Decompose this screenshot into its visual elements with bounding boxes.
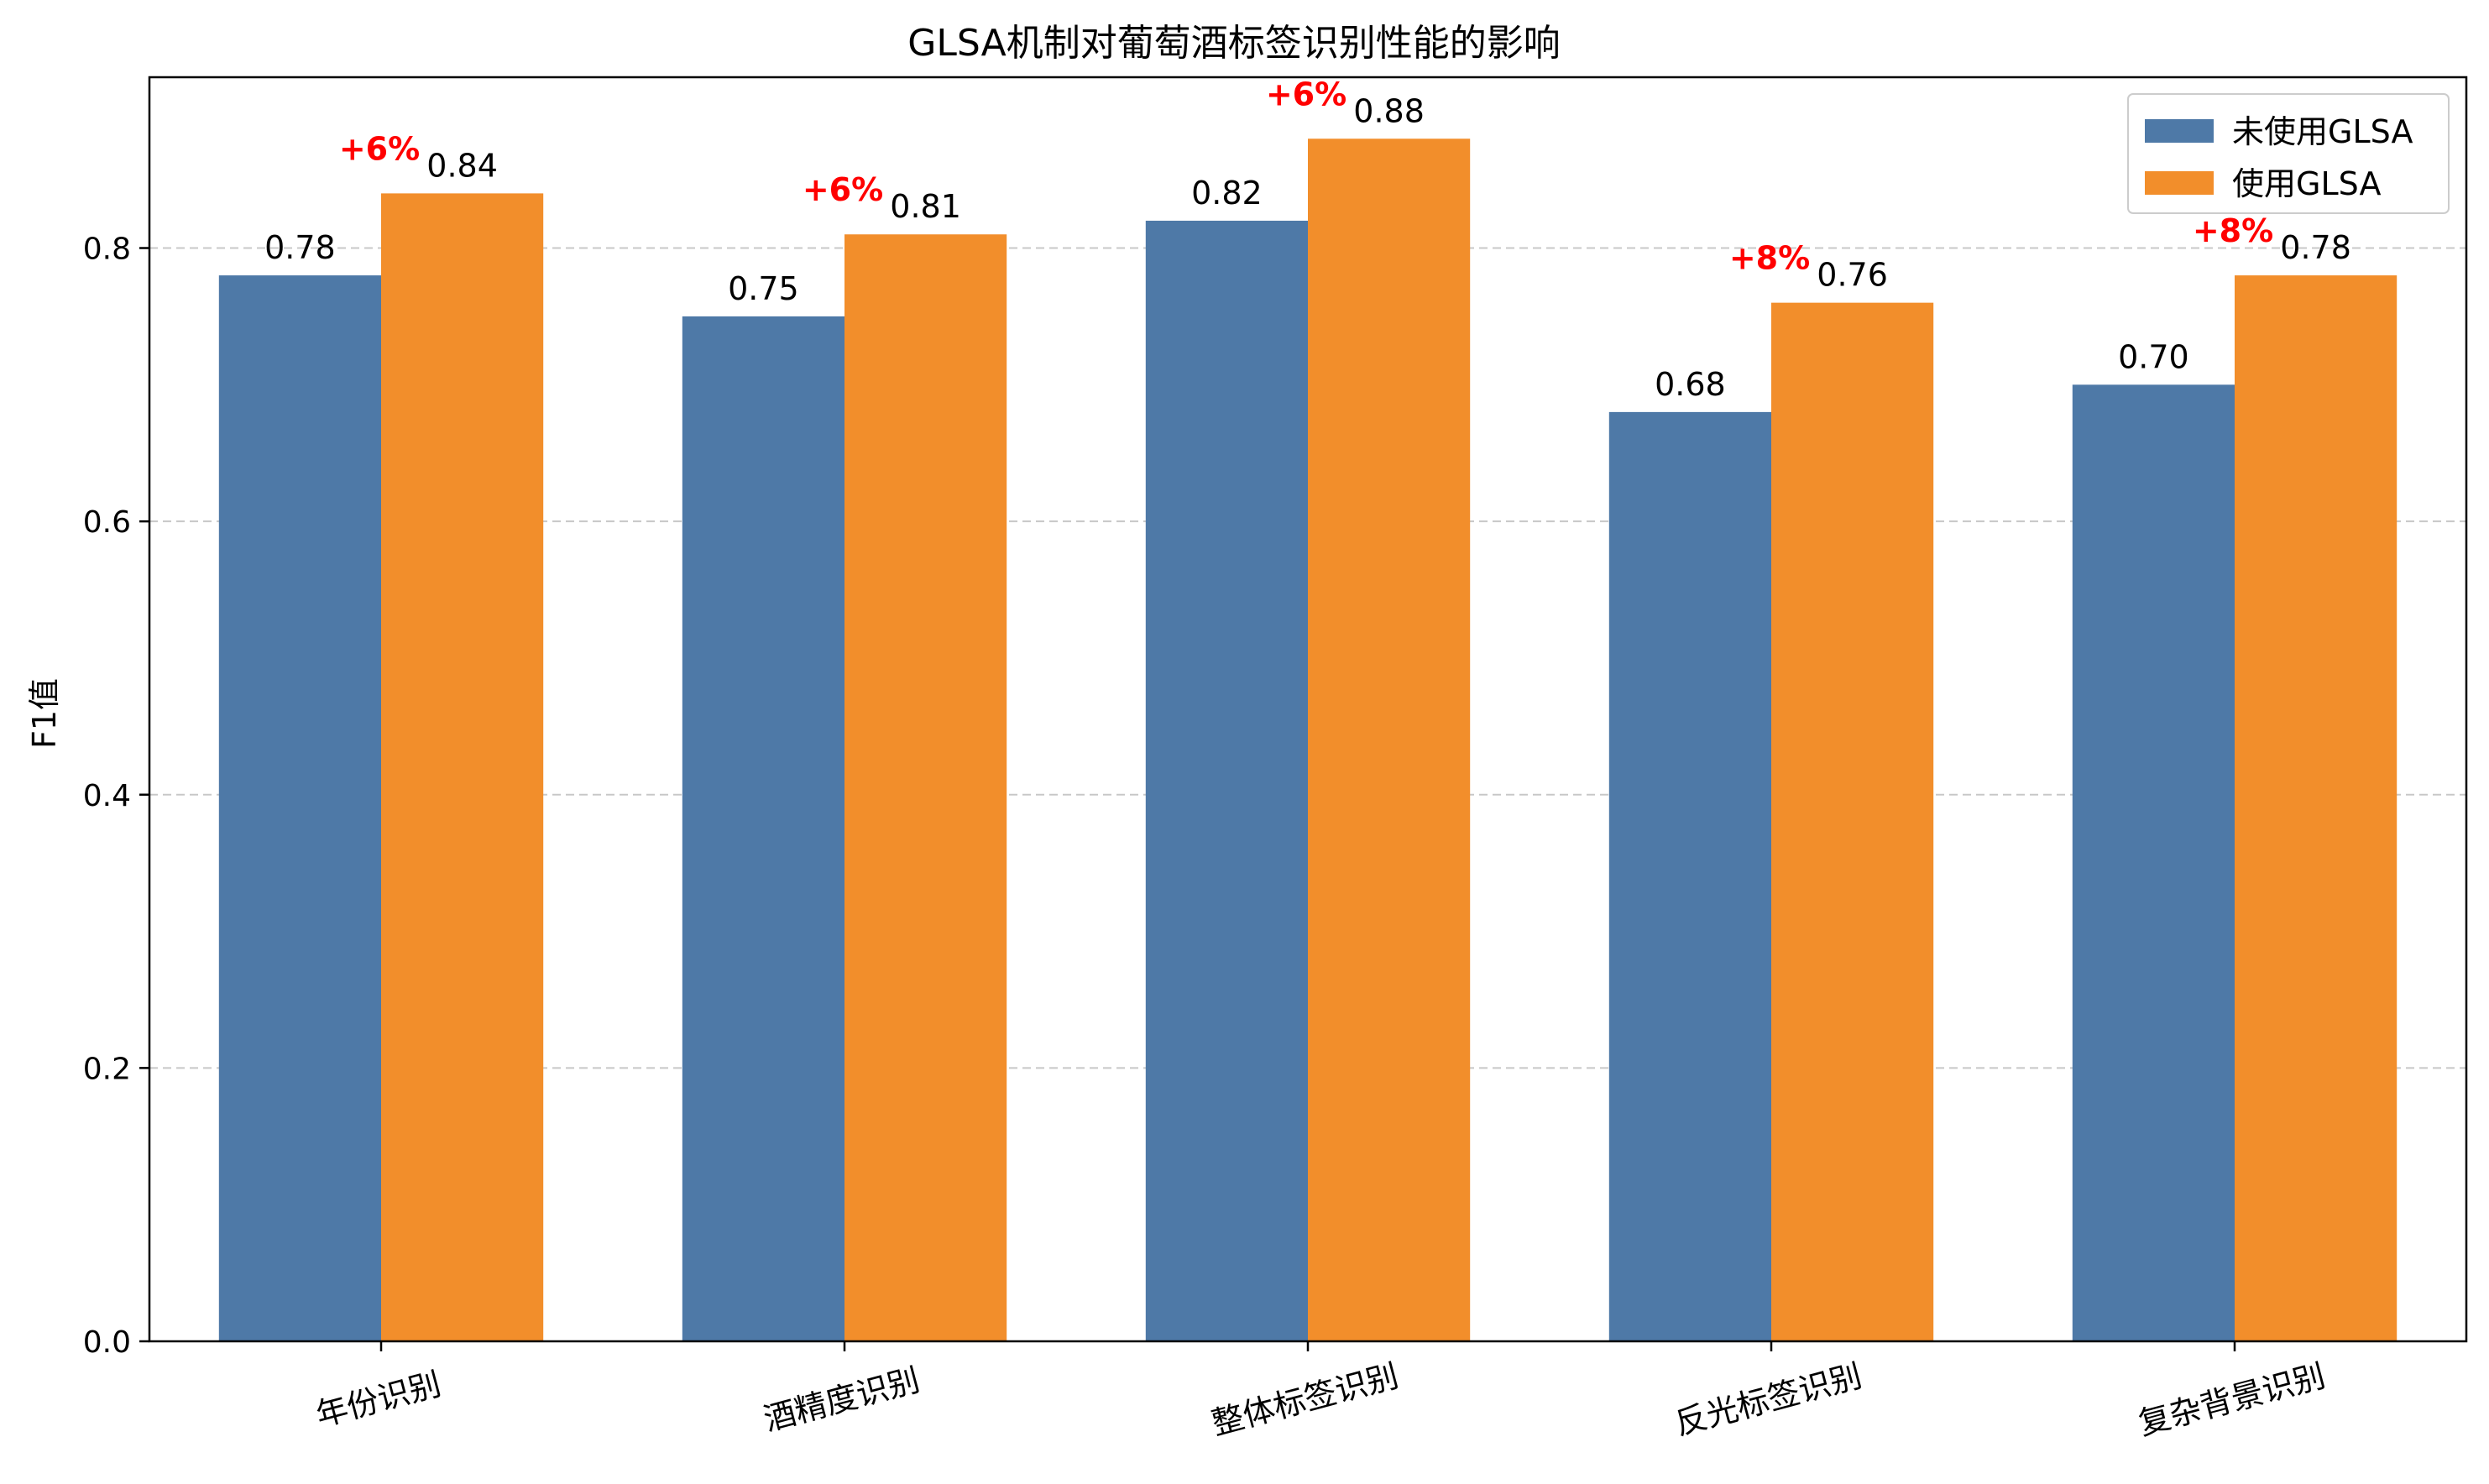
bar-with-glsa (844, 234, 1007, 1341)
y-tick-label: 0.4 (83, 779, 131, 813)
y-tick-label: 0.0 (83, 1325, 131, 1360)
value-label: 0.78 (2280, 229, 2351, 266)
value-label: 0.75 (728, 270, 799, 307)
legend-label: 使用GLSA (2232, 165, 2381, 202)
improvement-label: +6% (803, 171, 883, 208)
value-label: 0.88 (1353, 92, 1425, 129)
bar-with-glsa (1308, 138, 1471, 1341)
improvement-label: +6% (1266, 76, 1346, 112)
bar-without-glsa (1608, 411, 1771, 1341)
improvement-label: +6% (339, 130, 420, 167)
legend: 未使用GLSA 使用GLSA (2127, 93, 2450, 214)
value-label: 0.78 (264, 229, 336, 266)
value-label: 0.68 (1655, 366, 1726, 403)
value-label: 0.84 (426, 147, 498, 184)
legend-swatch (2145, 119, 2214, 143)
value-label: 0.76 (1817, 257, 1888, 294)
y-axis-label: F1值 (26, 678, 63, 749)
bar-without-glsa (2072, 384, 2235, 1341)
y-tick-label: 0.8 (83, 233, 131, 267)
bars (218, 138, 2397, 1342)
y-axis-ticks: 0.0 0.2 0.4 0.6 0.8 (83, 233, 149, 1360)
value-label: 0.82 (1191, 175, 1263, 212)
bar-without-glsa (682, 316, 844, 1341)
value-label: 0.70 (2118, 338, 2189, 375)
improvement-label: +8% (2193, 212, 2273, 249)
improvement-label: +8% (1729, 240, 1810, 277)
legend-swatch (2145, 171, 2214, 195)
value-label: 0.81 (890, 188, 961, 225)
chart-title: GLSA机制对葡萄酒标签识别性能的影响 (907, 22, 1560, 65)
data-labels: 0.780.84+6%0.750.81+6% 0.820.88+6%0.680.7… (264, 76, 2351, 403)
y-tick-label: 0.6 (83, 505, 131, 540)
bar-without-glsa (1145, 220, 1308, 1341)
legend-label: 未使用GLSA (2232, 113, 2413, 150)
bar-with-glsa (381, 193, 544, 1342)
y-tick-label: 0.2 (83, 1052, 131, 1086)
bar-with-glsa (2235, 275, 2397, 1341)
bar-without-glsa (218, 275, 381, 1341)
bar-with-glsa (1771, 302, 1934, 1342)
